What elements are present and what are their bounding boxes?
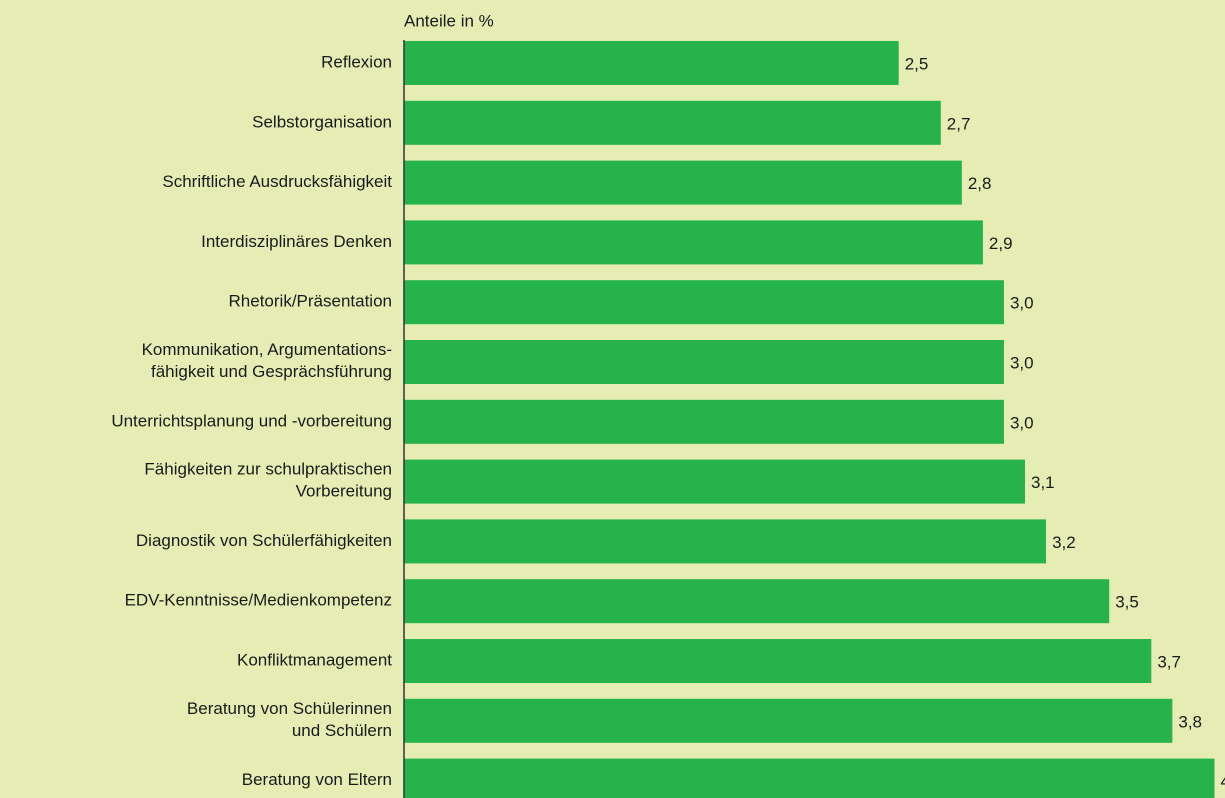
y-tick-label: EDV-Kenntnisse/Medienkompetenz [125,591,392,610]
value-label: 3,2 [1052,533,1076,552]
y-tick-label: Rhetorik/Präsentation [229,292,392,311]
value-label: 3,0 [1010,294,1034,313]
y-tick-label: Fähigkeiten zur schulpraktischen Vorberei… [144,460,392,501]
y-tick-label: Diagnostik von Schülerfähigkeiten [136,531,392,550]
y-tick-label: Beratung von Schülerinnen und Schülern [187,699,392,740]
y-tick-label: Beratung von Eltern [242,770,392,789]
bar [404,399,1004,444]
value-label: 3,0 [1010,413,1034,432]
bar [404,459,1026,504]
bar [404,160,962,205]
y-tick-label: Reflexion [321,52,392,71]
bar [404,340,1004,384]
value-label: 2,5 [905,54,929,73]
bar [404,519,1047,564]
y-tick-label: Kommunikation, Argumentations-fähigkeit … [142,340,392,381]
y-tick-label: Selbstorganisation [252,112,392,131]
bar [404,280,1004,325]
bar [404,639,1152,683]
value-label: 2,8 [968,174,992,193]
bar [404,41,899,85]
value-label: 2,7 [947,114,971,133]
value-label: 2,9 [989,234,1013,253]
chart-title: Anteile in % [404,11,494,30]
bar [404,698,1173,743]
bar [404,220,983,265]
value-label: 3,1 [1031,473,1055,492]
y-tick-label: Unterrichtsplanung und -vorbereitung [111,411,392,430]
y-tick-label: Schriftliche Ausdrucksfähigkeit [162,172,392,191]
y-tick-label: Interdisziplinäres Denken [201,232,392,251]
bar [404,758,1215,798]
value-label: 3,7 [1157,652,1181,671]
value-label: 3,8 [1178,712,1202,731]
bar [404,579,1110,624]
value-label: 3,5 [1115,593,1139,612]
bar [404,100,941,145]
y-tick-label: Konfliktmanagement [237,650,392,669]
value-label: 4,0 [1220,772,1225,791]
value-label: 3,0 [1010,353,1034,372]
